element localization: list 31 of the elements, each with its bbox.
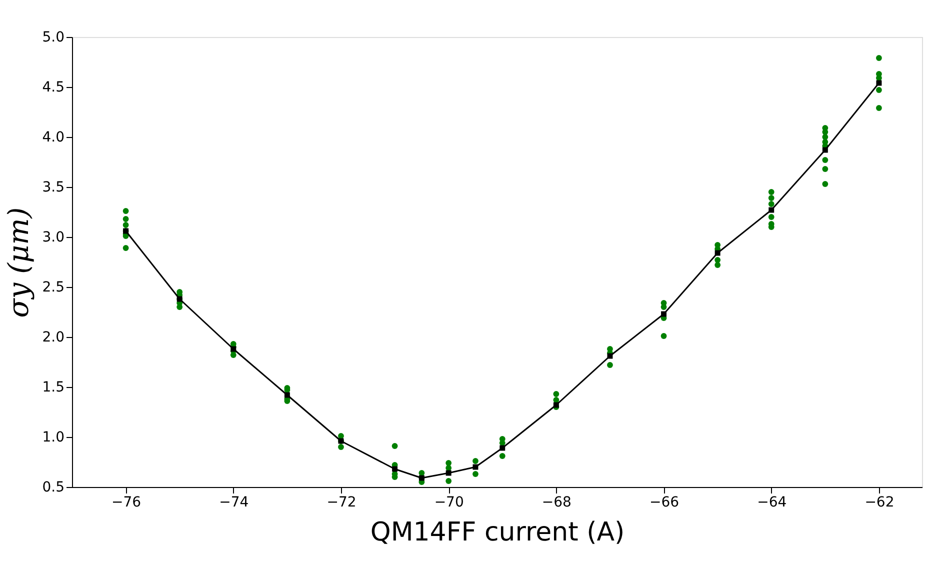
x-tick-label: −64 bbox=[757, 494, 787, 510]
point bbox=[284, 392, 290, 398]
point bbox=[768, 207, 774, 213]
y-tick-label: 5.0 bbox=[42, 30, 64, 46]
y-tick-label: 4.0 bbox=[42, 130, 64, 146]
point bbox=[661, 311, 667, 317]
y-tick-label: 4.5 bbox=[42, 80, 64, 96]
x-tick-label: −68 bbox=[542, 494, 572, 510]
y-axis-title: σy (μm) bbox=[2, 207, 36, 318]
point bbox=[876, 80, 882, 86]
y-tick-label: 3.0 bbox=[42, 230, 64, 246]
point bbox=[500, 445, 506, 451]
x-tick-label: −74 bbox=[219, 494, 249, 510]
point bbox=[822, 147, 828, 153]
y-tick-label: 1.5 bbox=[42, 380, 64, 396]
y-tick-label: 1.0 bbox=[42, 430, 64, 446]
point bbox=[472, 464, 478, 470]
point bbox=[607, 353, 613, 359]
x-tick-label: −62 bbox=[864, 494, 894, 510]
y-tick-label: 3.5 bbox=[42, 180, 64, 196]
y-tick-label: 0.5 bbox=[42, 480, 64, 496]
point bbox=[714, 250, 720, 256]
x-axis-title: QM14FF current (A) bbox=[370, 518, 625, 548]
y-tick-label: 2.0 bbox=[42, 330, 64, 346]
point bbox=[392, 466, 398, 472]
y-tick-label: 2.5 bbox=[42, 280, 64, 296]
x-tick-label: −70 bbox=[434, 494, 464, 510]
x-tick-label: −66 bbox=[650, 494, 680, 510]
point bbox=[446, 470, 452, 476]
x-tick-label: −72 bbox=[326, 494, 356, 510]
x-tick-label: −76 bbox=[112, 494, 142, 510]
